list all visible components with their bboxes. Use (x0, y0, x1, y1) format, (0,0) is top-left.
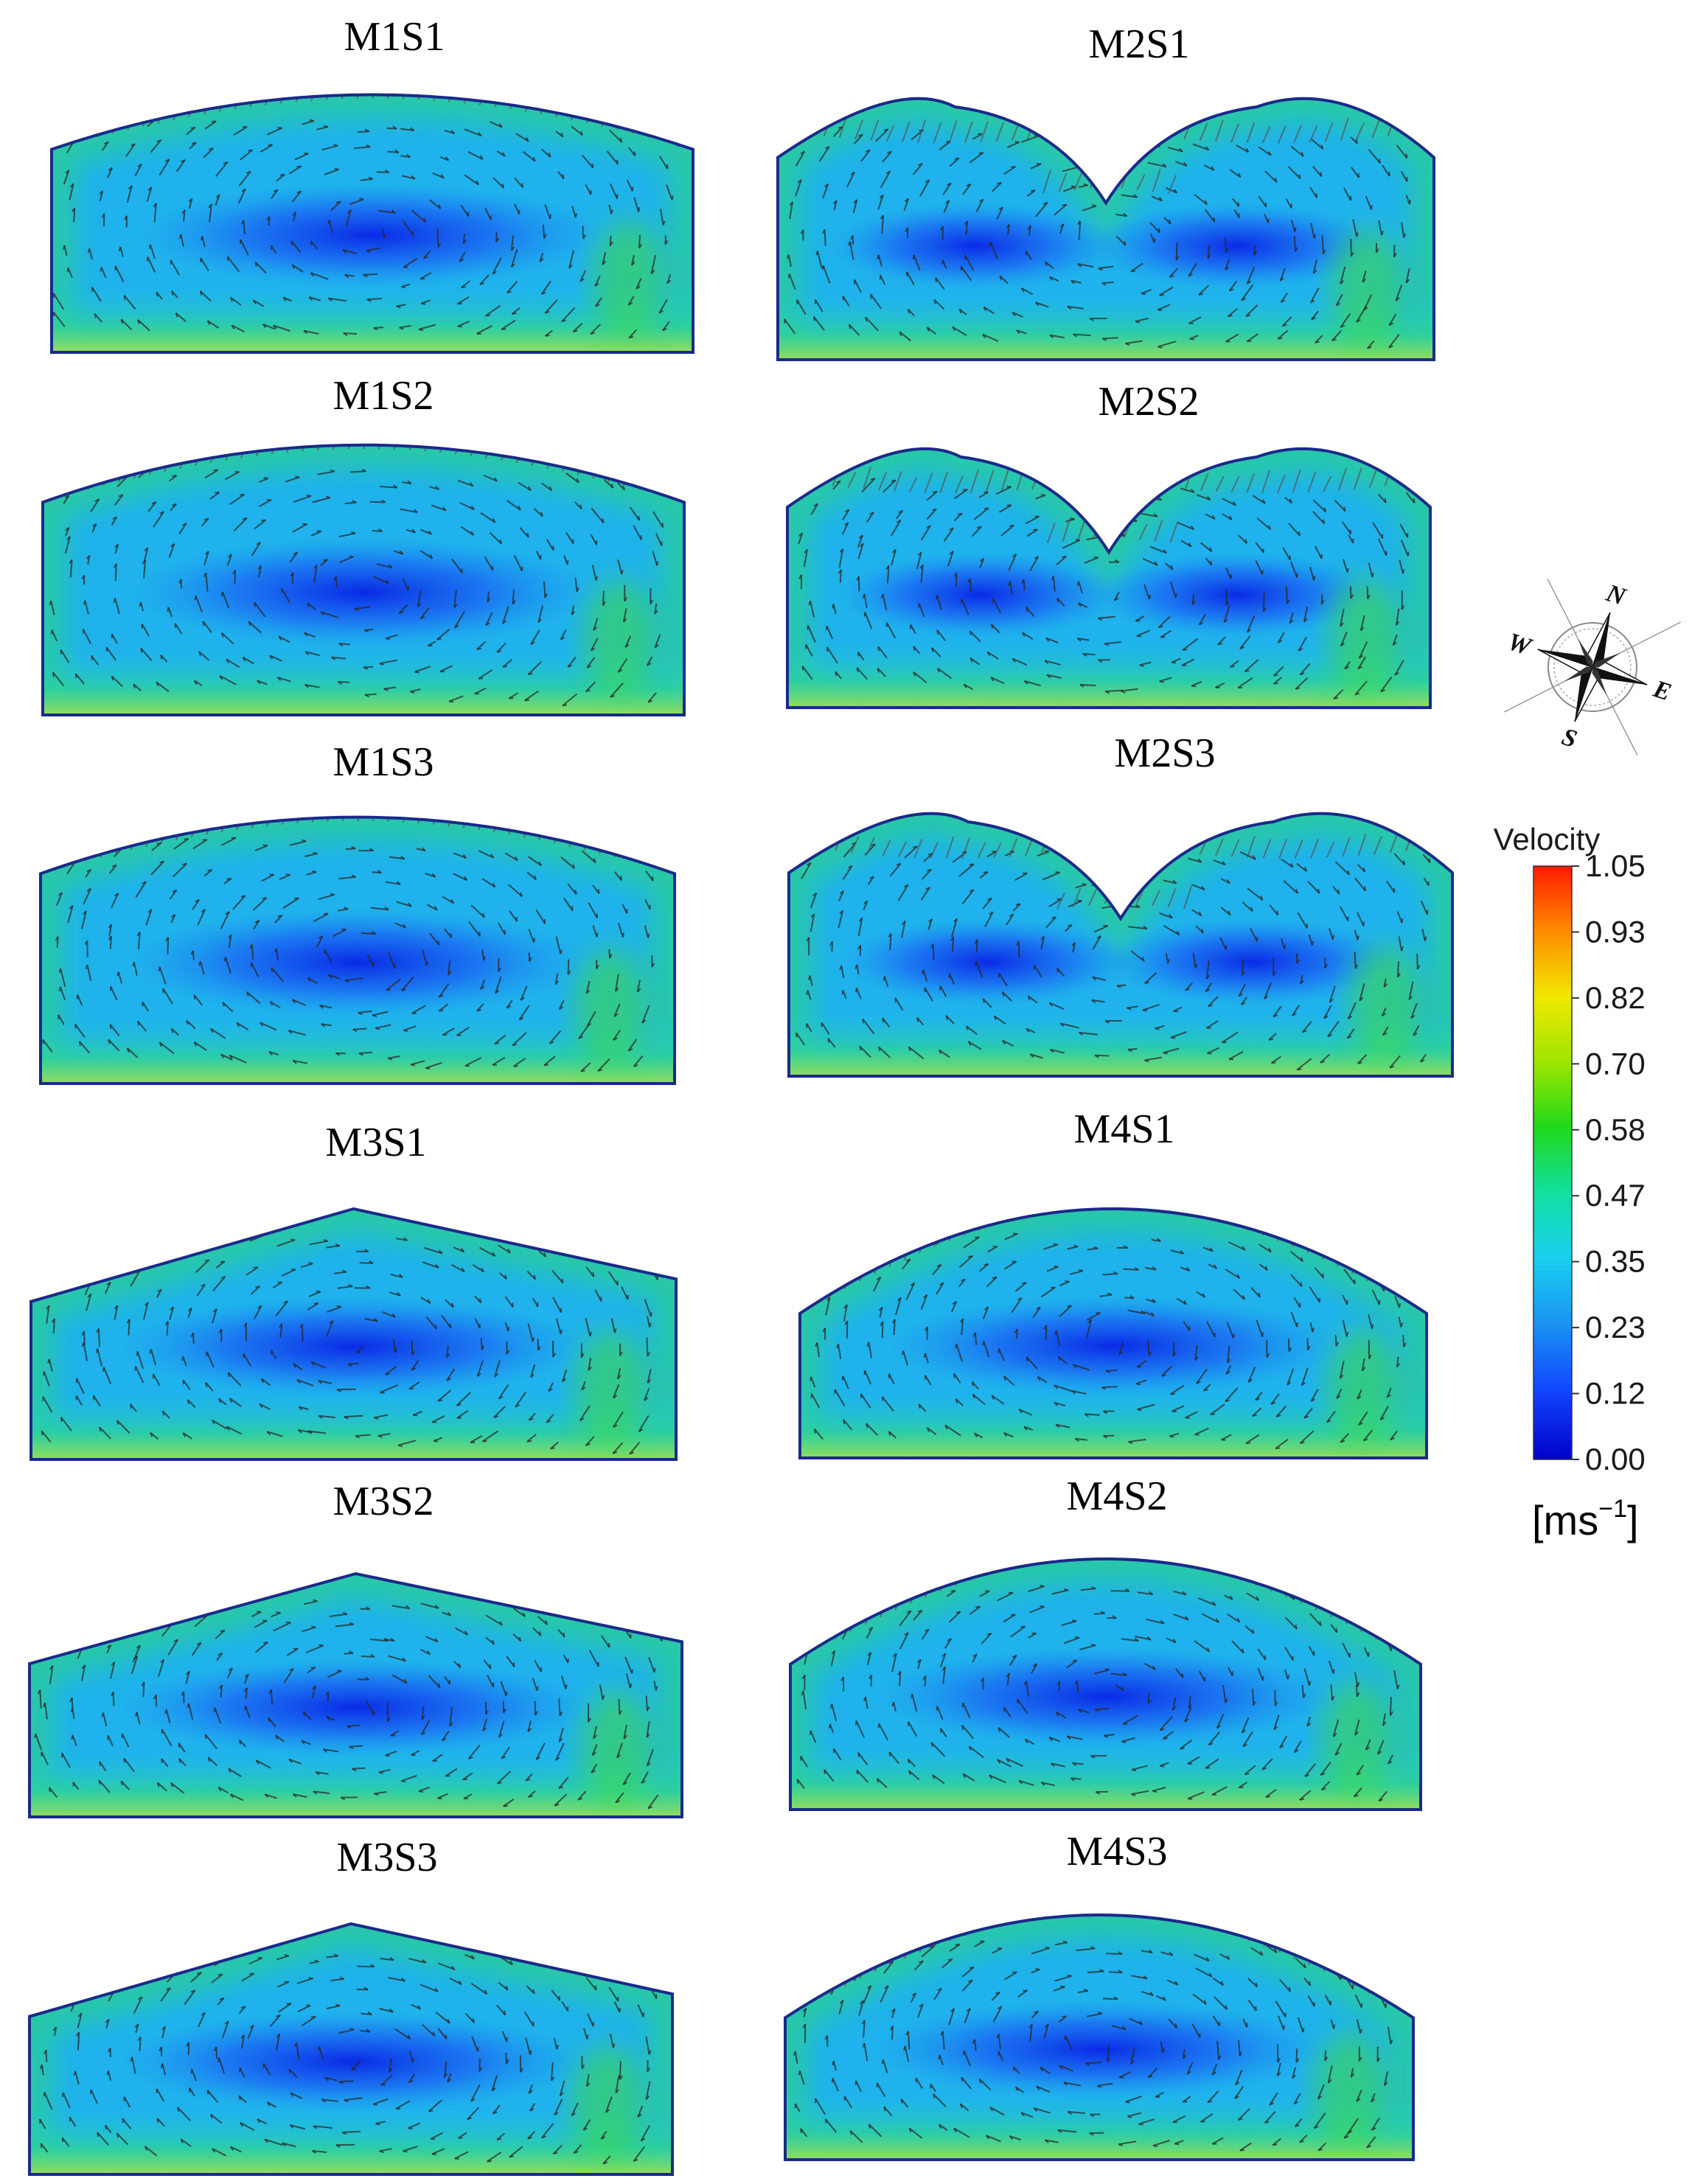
panel-title: M4S2 (1067, 1473, 1168, 1519)
colorbar-tick-label: 0.58 (1585, 1112, 1646, 1147)
panel-title: M1S1 (344, 14, 445, 60)
geometry-outline (28, 1922, 674, 2176)
geometry-outline (28, 1571, 683, 1818)
velocity-contour (800, 1209, 1427, 1458)
geometry-outline (784, 1913, 1415, 2161)
velocity-vector-field (49, 468, 665, 707)
colorbar-tick-label: 1.05 (1585, 848, 1646, 883)
panel-title: M3S1 (326, 1120, 427, 1165)
velocity-vector-field (798, 473, 1416, 699)
velocity-vector-field (796, 1575, 1407, 1802)
geometry-outline (41, 443, 686, 716)
panel-title: M2S1 (1089, 21, 1190, 67)
velocity-contour (29, 1574, 682, 1817)
geometry-outline (786, 447, 1432, 709)
colorbar-title: Velocity (1494, 822, 1601, 856)
compass-label-w: W (1505, 628, 1536, 661)
panel-title: M4S3 (1067, 1829, 1168, 1874)
panel-m4s2: M4S2 (789, 1473, 1422, 1811)
geometry-outline (29, 1207, 678, 1461)
velocity-contour (785, 1915, 1413, 2160)
compass-label-e: E (1649, 675, 1674, 707)
colorbar-tick-label: 0.35 (1585, 1244, 1646, 1279)
colorbar-tick-label: 0.47 (1585, 1178, 1646, 1213)
compass-rose-icon: N S E W (1503, 578, 1682, 756)
panel-title: M3S2 (333, 1479, 434, 1524)
velocity-contour (31, 1209, 676, 1459)
colorbar-tick-label: 0.23 (1585, 1310, 1646, 1344)
colorbar-unit: [ms−1] (1532, 1495, 1639, 1543)
velocity-contour (789, 813, 1452, 1076)
colorbar-tick-label: 0.82 (1585, 980, 1646, 1015)
panel-m2s3: M2S3 (787, 730, 1454, 1078)
velocity-vector-field (795, 842, 1431, 1071)
compass-label-s: S (1559, 723, 1580, 753)
panel-m1s1: M1S1 (50, 14, 694, 354)
panel-title: M2S3 (1115, 730, 1216, 776)
velocity-vector-field (52, 116, 679, 339)
compass-label-n: N (1602, 579, 1629, 612)
panel-title: M3S3 (337, 1835, 438, 1880)
panel-m2s2: M2S2 (786, 379, 1432, 709)
colorbar-tick-label: 0.93 (1585, 914, 1646, 949)
geometry-outline (789, 1557, 1422, 1811)
geometry-outline (776, 97, 1435, 361)
colorbar-tick-label: 0.12 (1585, 1376, 1646, 1411)
panel-m3s1: M3S1 (29, 1120, 678, 1461)
panel-title: M1S3 (333, 739, 434, 785)
panel-m1s2: M1S2 (41, 373, 686, 716)
panel-m4s3: M4S3 (784, 1829, 1415, 2161)
panel-m4s1: M4S1 (798, 1106, 1428, 1459)
colorbar-tick-label: 0.00 (1585, 1442, 1646, 1476)
colorbar (1533, 865, 1573, 1460)
velocity-contour (778, 98, 1434, 360)
velocity-contour (790, 1559, 1421, 1810)
velocity-vector-field (793, 1934, 1397, 2152)
panel-title: M1S2 (333, 373, 434, 419)
panel-title: M4S1 (1074, 1106, 1175, 1152)
panel-m3s3: M3S3 (28, 1835, 674, 2176)
geometry-outline (787, 812, 1454, 1078)
geometry-outline (798, 1207, 1428, 1459)
panel-m2s1: M2S1 (776, 21, 1435, 361)
geometry-outline (50, 93, 694, 354)
geometry-outline (39, 815, 676, 1085)
panel-m3s2: M3S2 (28, 1479, 683, 1818)
colorbar-tick-label: 0.70 (1585, 1046, 1646, 1081)
velocity-contour (29, 1924, 672, 2174)
panel-m1s3: M1S3 (39, 739, 676, 1085)
panel-title: M2S2 (1099, 379, 1200, 425)
